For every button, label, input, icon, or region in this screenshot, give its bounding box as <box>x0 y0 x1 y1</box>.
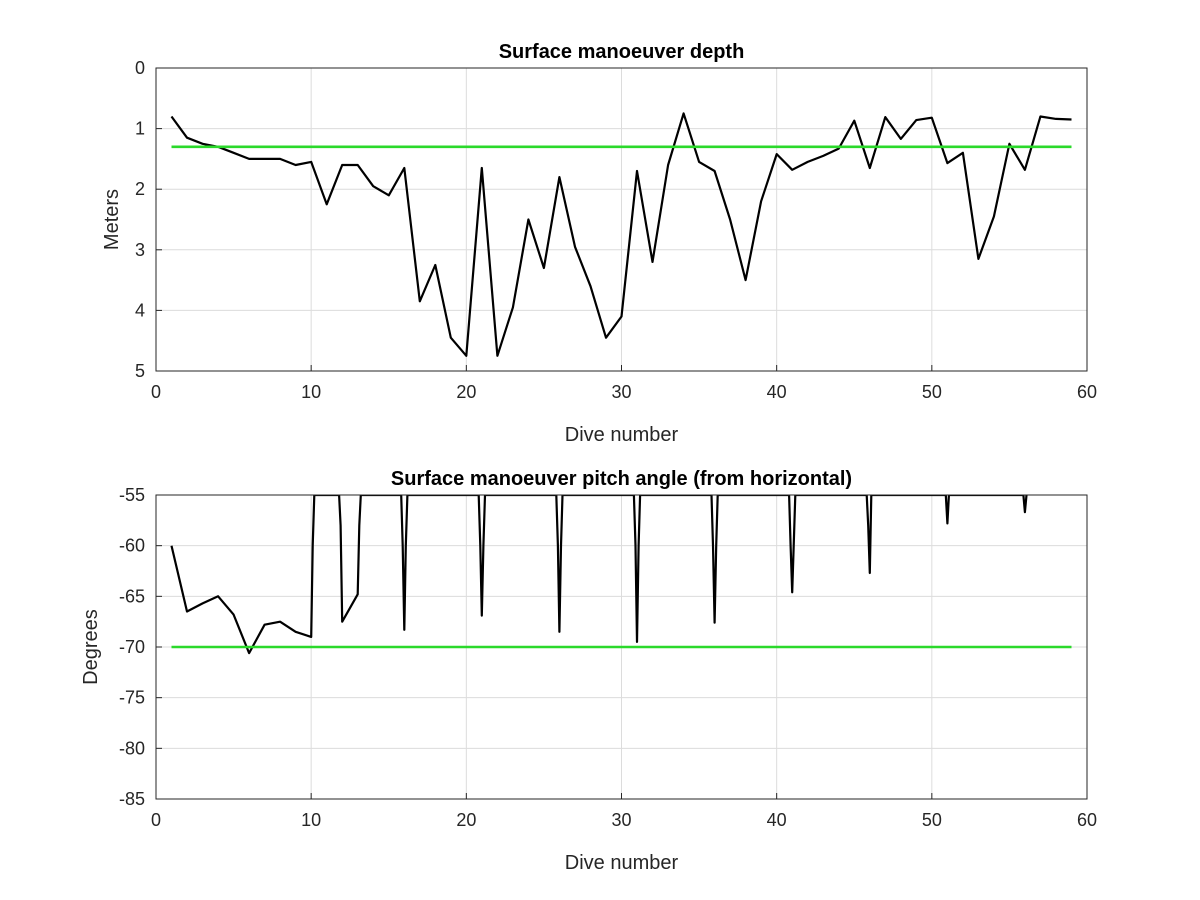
pitch-chart-title: Surface manoeuver pitch angle (from hori… <box>391 468 852 490</box>
pitch-x-tick-label: 60 <box>1077 810 1097 830</box>
pitch-x-tick-label: 30 <box>611 810 631 830</box>
depth-x-tick-label: 60 <box>1077 382 1097 402</box>
pitch-y-axis-label: Degrees <box>80 609 102 685</box>
pitch-subplot: 0 10 20 30 40 50 60 -55 -60 -65 -70 -75 -80 -85 Surfa… <box>80 468 1097 874</box>
pitch-y-tick-label: -65 <box>119 586 145 606</box>
depth-y-tick-label: 5 <box>135 361 145 381</box>
pitch-x-tick-label: 50 <box>922 810 942 830</box>
depth-x-tick-label: 20 <box>456 382 476 402</box>
pitch-y-tick-label: -60 <box>119 536 145 556</box>
depth-x-tick-label: 40 <box>767 382 787 402</box>
depth-chart-title: Surface manoeuver depth <box>499 41 745 63</box>
pitch-y-tick-label: -55 <box>119 485 145 505</box>
depth-y-tick-label: 2 <box>135 179 145 199</box>
pitch-y-tick-label: -75 <box>119 688 145 708</box>
pitch-y-tick-label: -70 <box>119 637 145 657</box>
pitch-y-tick-label: -85 <box>119 789 145 809</box>
depth-x-tick-label: 0 <box>151 382 161 402</box>
depth-ticks: 0 10 20 30 40 50 60 0 1 2 3 4 5 <box>135 58 1097 402</box>
depth-data-line <box>170 112 1072 357</box>
pitch-x-tick-label: 10 <box>301 810 321 830</box>
depth-y-tick-label: 1 <box>135 119 145 139</box>
depth-x-tick-label: 10 <box>301 382 321 402</box>
pitch-y-tick-label: -80 <box>119 738 145 758</box>
depth-y-tick-label: 3 <box>135 240 145 260</box>
pitch-x-tick-label: 20 <box>456 810 476 830</box>
depth-y-axis-label: Meters <box>101 189 123 250</box>
pitch-ticks: 0 10 20 30 40 50 60 -55 -60 -65 -70 -75 -80 -85 <box>119 485 1097 830</box>
depth-x-tick-label: 30 <box>611 382 631 402</box>
pitch-x-tick-label: 40 <box>767 810 787 830</box>
depth-subplot: 0 10 20 30 40 50 60 0 1 2 3 4 5 Surface manoeuver de… <box>101 41 1097 446</box>
depth-x-tick-label: 50 <box>922 382 942 402</box>
pitch-x-tick-label: 0 <box>151 810 161 830</box>
depth-y-tick-label: 0 <box>135 58 145 78</box>
pitch-x-axis-label: Dive number <box>565 852 679 874</box>
pitch-data-line <box>170 495 1028 655</box>
pitch-series-group <box>170 495 1072 655</box>
depth-y-tick-label: 4 <box>135 300 145 320</box>
depth-x-axis-label: Dive number <box>565 424 679 446</box>
depth-series-group <box>170 112 1072 357</box>
